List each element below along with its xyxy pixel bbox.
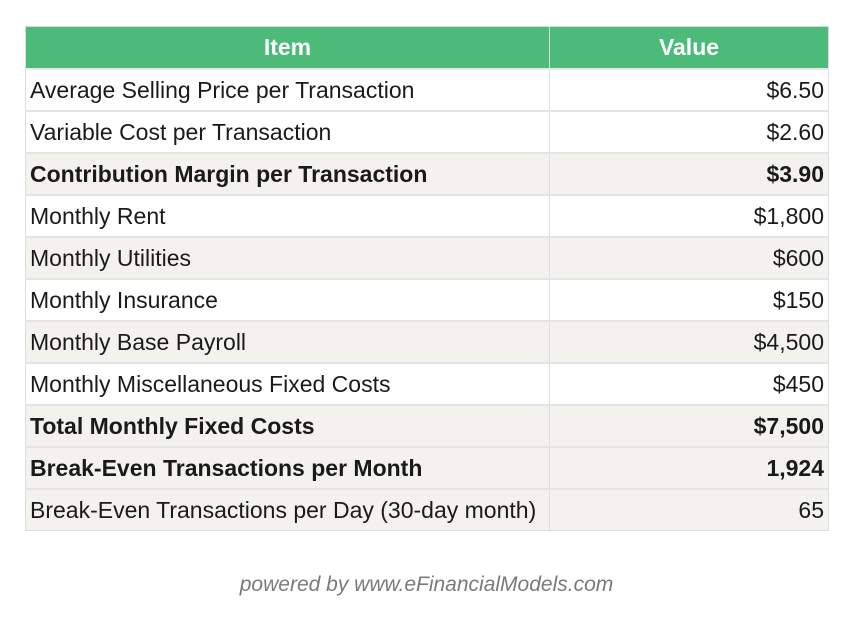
table-row: Monthly Base Payroll $4,500 [25, 320, 829, 364]
row-item-label: Monthly Miscellaneous Fixed Costs [25, 362, 550, 406]
header-item: Item [25, 26, 550, 70]
row-item-label: Variable Cost per Transaction [25, 110, 550, 154]
table-row: Break-Even Transactions per Day (30-day … [25, 488, 829, 531]
row-value: $600 [549, 236, 829, 280]
row-item-label: Monthly Rent [25, 194, 550, 238]
table-row: Monthly Utilities $600 [25, 236, 829, 280]
row-item-label: Break-Even Transactions per Month [25, 446, 550, 490]
row-value: $2.60 [549, 110, 829, 154]
row-item-label: Monthly Utilities [25, 236, 550, 280]
row-item-label: Monthly Insurance [25, 278, 550, 322]
row-value: $450 [549, 362, 829, 406]
row-value: $1,800 [549, 194, 829, 238]
table-row-highlight: Break-Even Transactions per Month 1,924 [25, 446, 829, 490]
table-row: Monthly Miscellaneous Fixed Costs $450 [25, 362, 829, 406]
table-row: Monthly Insurance $150 [25, 278, 829, 322]
row-item-label: Break-Even Transactions per Day (30-day … [25, 488, 550, 531]
table-header-row: Item Value [25, 26, 829, 70]
breakeven-table: Item Value Average Selling Price per Tra… [25, 26, 829, 531]
row-value: $6.50 [549, 68, 829, 112]
table-row: Variable Cost per Transaction $2.60 [25, 110, 829, 154]
row-value: $4,500 [549, 320, 829, 364]
table-row-highlight: Contribution Margin per Transaction $3.9… [25, 152, 829, 196]
powered-by-footer: powered by www.eFinancialModels.com [239, 573, 614, 596]
row-item-label: Average Selling Price per Transaction [25, 68, 550, 112]
table-row: Average Selling Price per Transaction $6… [25, 68, 829, 112]
row-item-label: Contribution Margin per Transaction [25, 152, 550, 196]
header-value: Value [549, 26, 829, 70]
row-value: $7,500 [549, 404, 829, 448]
row-value: $150 [549, 278, 829, 322]
row-value: 65 [549, 488, 829, 531]
breakeven-table-container: Item Value Average Selling Price per Tra… [25, 26, 829, 531]
table-row: Monthly Rent $1,800 [25, 194, 829, 238]
row-value: $3.90 [549, 152, 829, 196]
row-item-label: Monthly Base Payroll [25, 320, 550, 364]
row-item-label: Total Monthly Fixed Costs [25, 404, 550, 448]
table-row-highlight: Total Monthly Fixed Costs $7,500 [25, 404, 829, 448]
row-value: 1,924 [549, 446, 829, 490]
